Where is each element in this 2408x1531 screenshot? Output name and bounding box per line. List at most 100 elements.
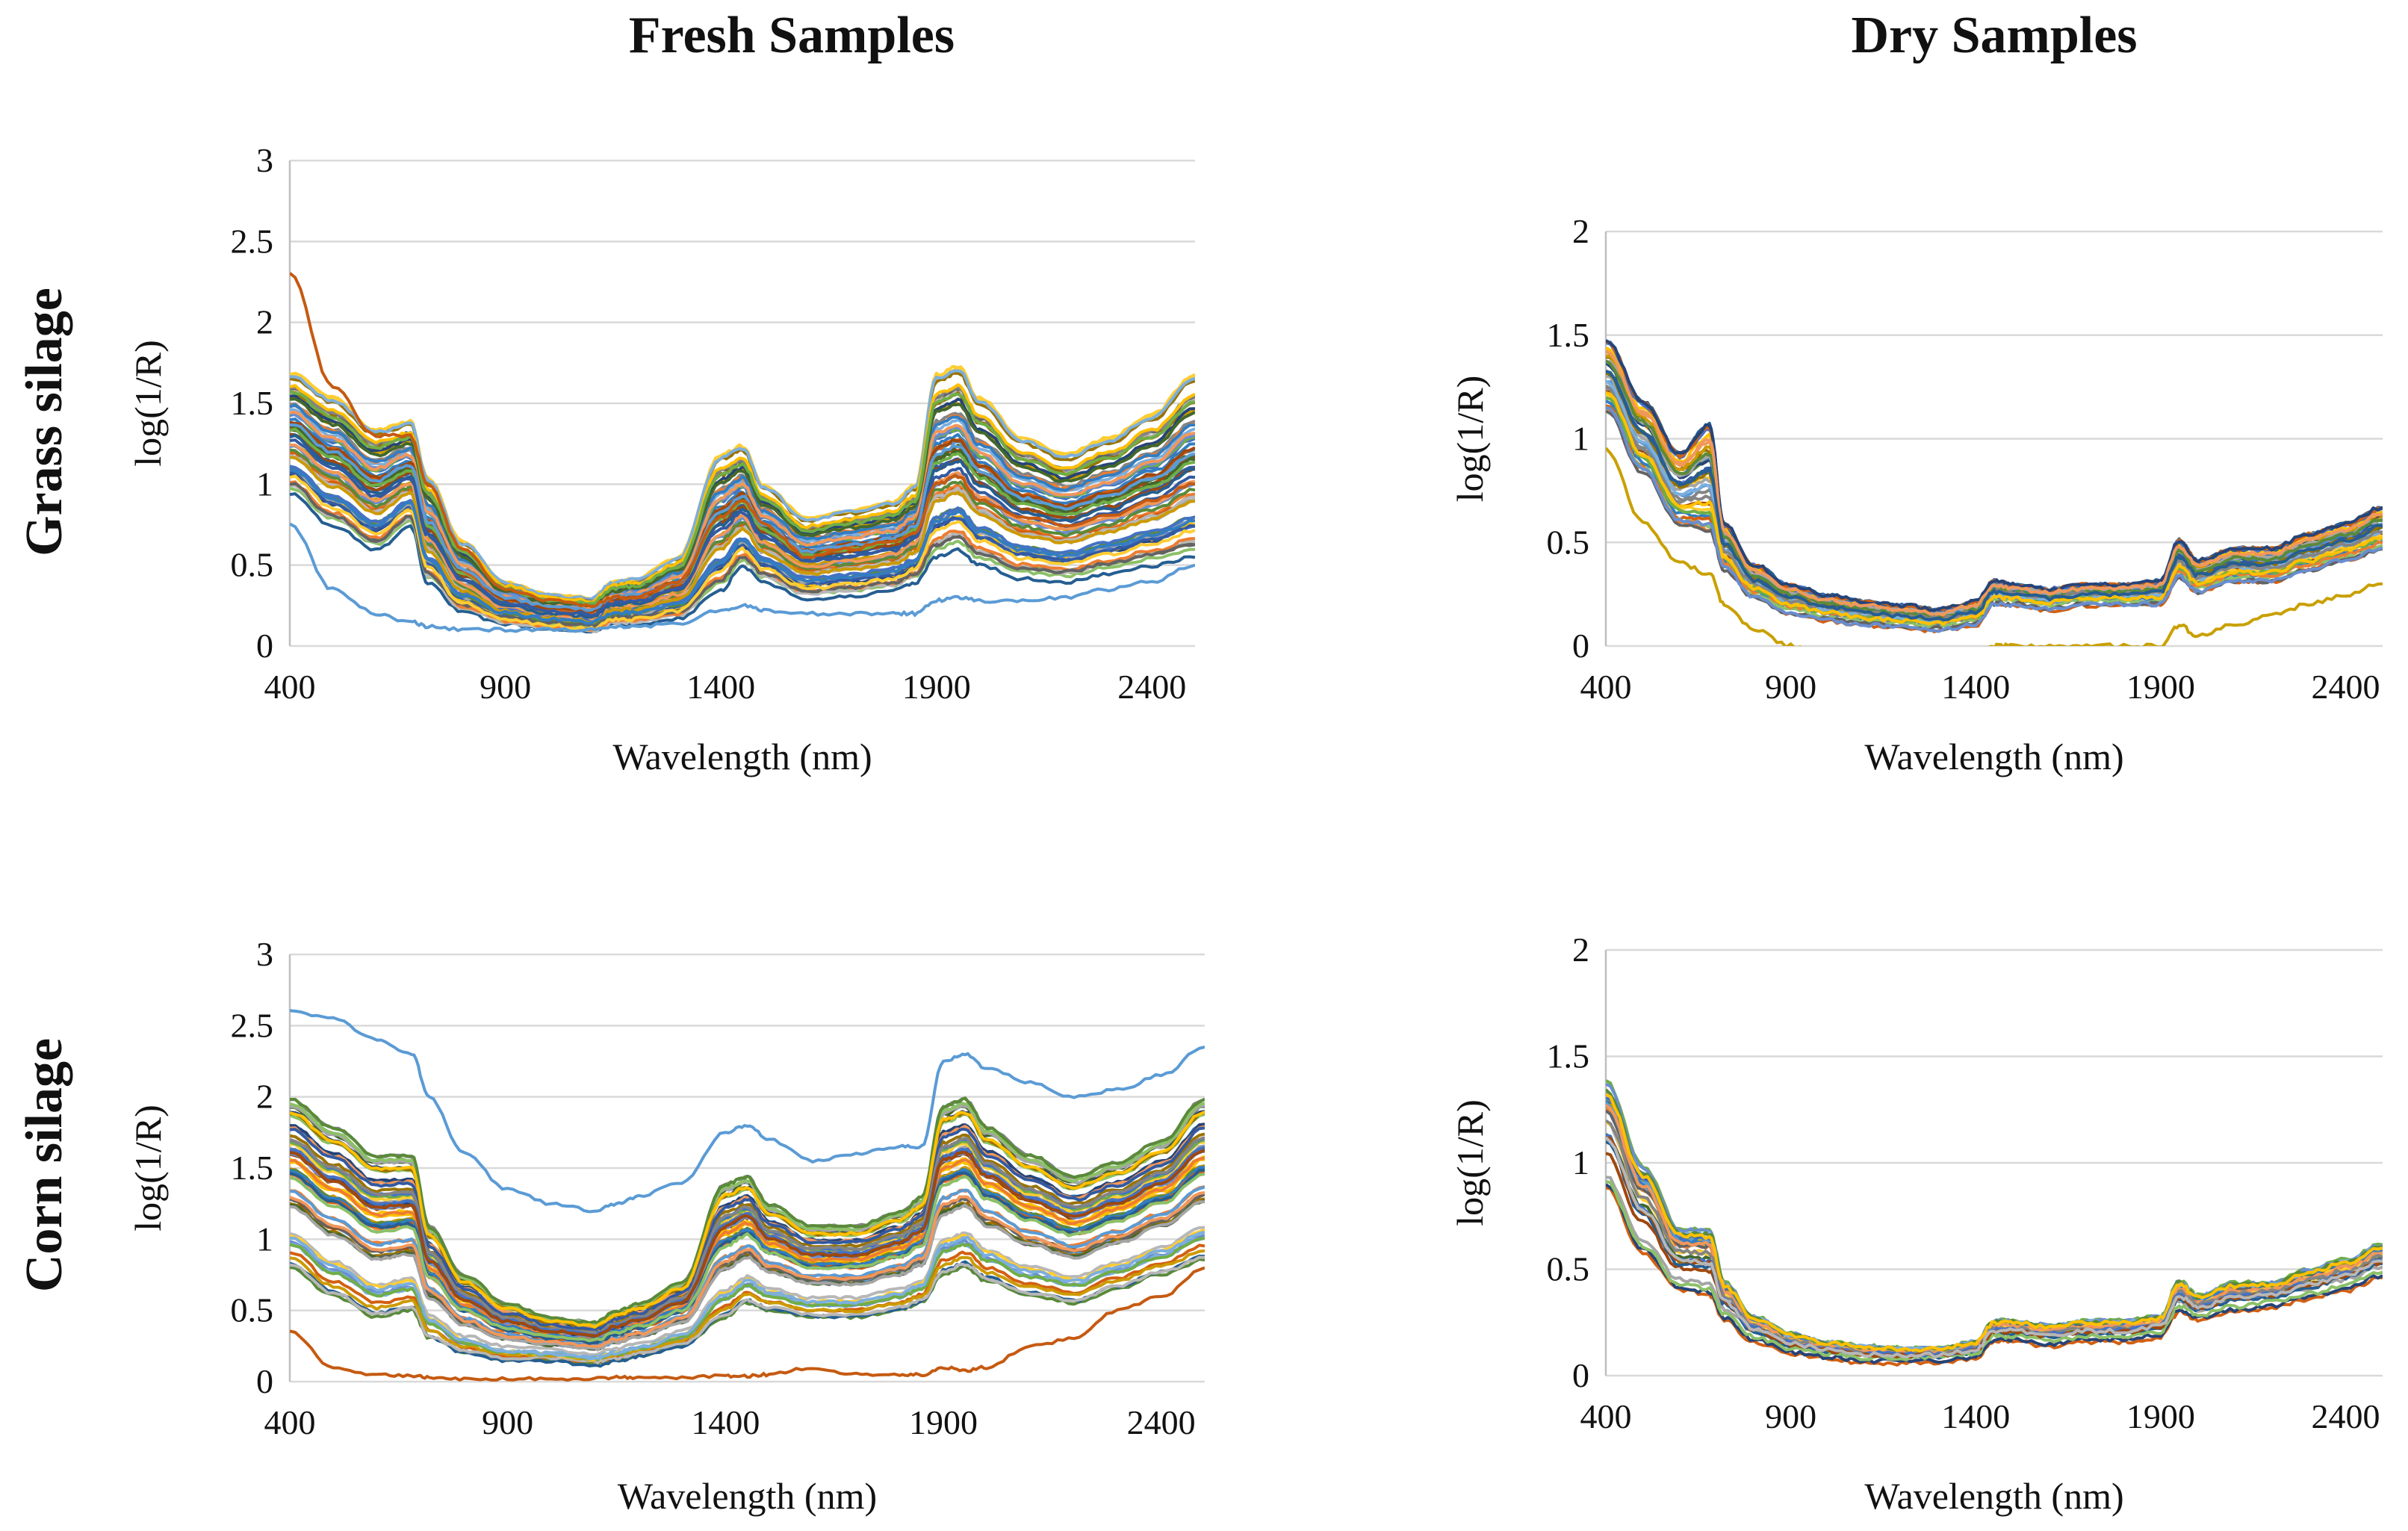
x-tick-label: 400 [1580, 668, 1632, 706]
y-tick-label: 2 [256, 303, 273, 341]
chart-grass-fresh: 0 0.5 1 1.5 2 2.5 3 400 900 1400 1900 2400 Wavelengt… [127, 141, 1195, 777]
chart-corn-fresh: 0 0.5 1 1.5 2 2.5 3 400 900 1400 1900 2400 Wavelengt… [127, 935, 1205, 1517]
spectrum-line [290, 1136, 1205, 1336]
y-tick-label: 0.5 [231, 1291, 274, 1329]
spectrum-line [290, 471, 1195, 627]
spectrum-line [290, 456, 1195, 624]
column-title-dry: Dry Samples [1851, 7, 2138, 64]
y-tick-label: 0.5 [1547, 523, 1590, 561]
spectrum-outlier-line [290, 522, 1195, 633]
spectrum-outlier-line [1606, 447, 2383, 646]
x-tick-label: 1400 [691, 1403, 760, 1441]
spectrum-line [290, 438, 1195, 618]
x-tick-label: 2400 [1117, 668, 1186, 706]
y-tick-label: 1.5 [1547, 316, 1590, 354]
y-tick-label: 2.5 [231, 1006, 274, 1044]
x-axis-title: Wavelength (nm) [618, 1475, 877, 1517]
y-tick-label: 1.5 [231, 1149, 274, 1187]
x-tick-label: 1900 [2126, 1397, 2195, 1435]
series-group [290, 272, 1195, 634]
y-tick-label: 0.5 [231, 546, 274, 584]
x-axis-title: Wavelength (nm) [1864, 1475, 2123, 1517]
spectrum-line [290, 1191, 1205, 1348]
spectrum-line [1606, 370, 2383, 621]
x-tick-label: 1400 [1941, 668, 2010, 706]
y-axis-title: log(1/R) [1449, 1099, 1491, 1226]
spectrum-outlier-line [290, 272, 1195, 609]
y-tick-label: 2 [256, 1078, 273, 1116]
y-tick-label: 0 [1572, 1356, 1589, 1394]
spectrum-outlier-line [290, 1009, 1205, 1214]
x-tick-label: 2400 [1127, 1403, 1196, 1441]
y-tick-label: 2 [1572, 212, 1589, 250]
series-group [1606, 1079, 2383, 1367]
spectrum-line [290, 1237, 1205, 1361]
x-tick-label: 400 [264, 1403, 316, 1441]
y-axis-title: log(1/R) [1449, 376, 1491, 502]
spectrum-line [290, 1255, 1205, 1364]
spectrum-line [290, 410, 1195, 611]
spectrum-line [290, 1148, 1205, 1338]
spectrum-line [290, 1111, 1205, 1329]
y-tick-label: 1.5 [1547, 1037, 1590, 1075]
y-axis-title: log(1/R) [127, 1105, 169, 1231]
x-tick-label: 400 [264, 668, 316, 706]
y-tick-label: 3 [256, 935, 273, 973]
spectrum-line [290, 1126, 1205, 1332]
spectrum-line [290, 468, 1195, 625]
x-tick-label: 900 [1765, 1397, 1816, 1435]
x-tick-label: 2400 [2311, 668, 2380, 706]
spectrum-line [290, 492, 1195, 634]
spectrum-line [290, 448, 1195, 621]
x-axis-title: Wavelength (nm) [1864, 736, 2123, 777]
x-axis-title: Wavelength (nm) [612, 736, 872, 777]
y-tick-label: 0.5 [1547, 1250, 1590, 1288]
x-tick-label: 400 [1580, 1397, 1632, 1435]
x-tick-label: 1900 [909, 1403, 978, 1441]
y-axis-title: log(1/R) [127, 340, 169, 466]
x-tick-label: 1400 [1941, 1397, 2010, 1435]
spectrum-line [290, 1166, 1205, 1342]
spectrum-line [290, 1096, 1205, 1325]
spectrum-line [290, 474, 1195, 632]
x-tick-label: 1400 [686, 668, 755, 706]
spectrum-line [290, 423, 1195, 612]
spectrum-line [1606, 391, 2383, 626]
column-title-fresh: Fresh Samples [628, 7, 955, 64]
y-tick-label: 1 [256, 1220, 273, 1258]
y-tick-label: 3 [256, 141, 273, 179]
spectrum-line [1606, 1183, 2383, 1364]
y-tick-label: 1 [1572, 1143, 1589, 1181]
spectrum-line [1606, 1179, 2383, 1361]
y-tick-label: 1.5 [231, 384, 274, 422]
y-tick-label: 2.5 [231, 222, 274, 260]
y-tick-label: 1 [256, 465, 273, 503]
spectrum-line [290, 1156, 1205, 1340]
y-tick-label: 0 [256, 1362, 273, 1400]
spectrum-line [290, 1173, 1205, 1343]
y-tick-label: 0 [256, 627, 273, 665]
spectrum-line [1606, 350, 2383, 617]
spectrum-line [290, 403, 1195, 607]
x-tick-label: 1900 [902, 668, 971, 706]
spectrum-line [290, 1230, 1205, 1361]
spectrum-line [290, 397, 1195, 608]
spectrum-line [1606, 1093, 2383, 1353]
y-tick-label: 2 [1572, 931, 1589, 969]
x-tick-label: 2400 [2311, 1397, 2380, 1435]
spectrum-line [1606, 339, 2383, 612]
spectrum-line [290, 443, 1195, 622]
spectrum-line [1606, 1136, 2383, 1359]
series-group [290, 1009, 1205, 1382]
spectrum-line [290, 391, 1195, 606]
x-tick-label: 1900 [2126, 668, 2195, 706]
spectrum-line [290, 1200, 1205, 1352]
spectrum-line [290, 482, 1195, 628]
x-tick-label: 900 [1765, 668, 1816, 706]
x-tick-label: 900 [480, 668, 531, 706]
spectrum-line [290, 1249, 1205, 1362]
